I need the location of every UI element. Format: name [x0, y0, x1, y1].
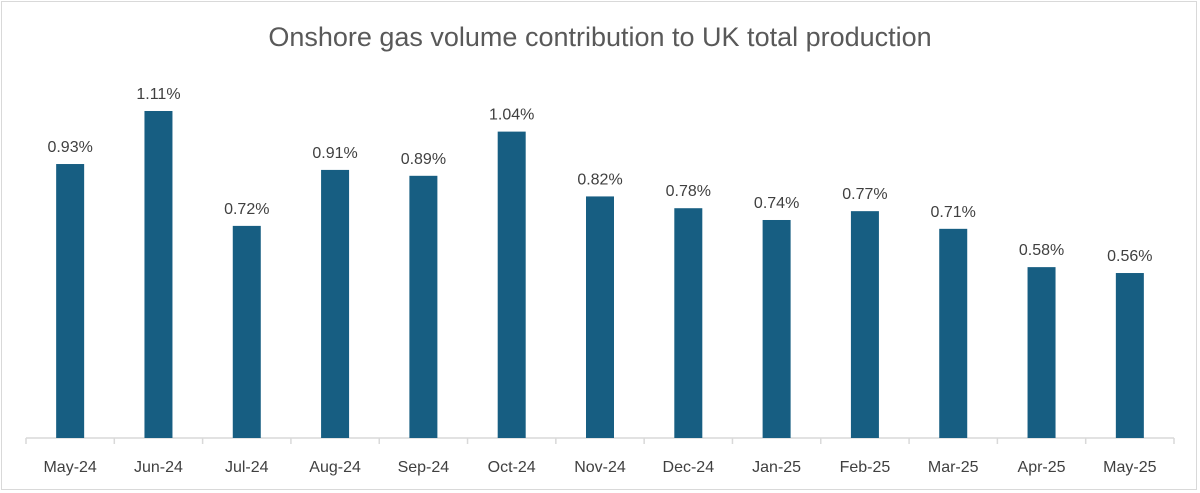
- x-tick-label: May-25: [1103, 459, 1156, 476]
- x-tick-label: Jun-24: [134, 459, 183, 476]
- bar-sep-24: [409, 175, 438, 438]
- data-label: 0.77%: [842, 186, 887, 203]
- x-tick-label: Apr-25: [1018, 459, 1066, 476]
- bar-apr-25: [1027, 267, 1056, 438]
- x-tick-label: Feb-25: [840, 459, 891, 476]
- x-tick-label: Jul-24: [225, 459, 269, 476]
- data-label: 0.89%: [401, 151, 446, 168]
- x-tick-label: May-24: [43, 459, 96, 476]
- x-tick-label: Oct-24: [488, 459, 536, 476]
- bar-aug-24: [321, 169, 350, 438]
- data-label: 1.11%: [136, 86, 180, 103]
- x-tick-label: Mar-25: [928, 459, 979, 476]
- data-label: 0.74%: [754, 195, 799, 212]
- bar-jan-25: [762, 219, 791, 438]
- data-label: 1.04%: [489, 107, 534, 124]
- bar-oct-24: [497, 131, 526, 438]
- data-label: 0.78%: [666, 183, 711, 200]
- data-label: 0.72%: [224, 201, 269, 218]
- bar-jun-24: [144, 110, 173, 438]
- bar-jul-24: [232, 225, 261, 438]
- x-tick-label: Aug-24: [309, 459, 361, 476]
- x-tick-label: Nov-24: [574, 459, 626, 476]
- x-tick-label: Dec-24: [663, 459, 715, 476]
- x-tick-label: Jan-25: [752, 459, 801, 476]
- data-label: 0.82%: [577, 171, 622, 188]
- bar-dec-24: [674, 208, 703, 438]
- data-label: 0.58%: [1019, 242, 1064, 259]
- data-label: 0.71%: [931, 204, 976, 221]
- chart-title: Onshore gas volume contribution to UK to…: [268, 22, 932, 52]
- data-label: 0.91%: [312, 145, 357, 162]
- bar-feb-25: [850, 211, 879, 438]
- bar-may-25: [1115, 273, 1144, 438]
- bar-mar-25: [939, 228, 968, 438]
- bar-may-24: [56, 164, 85, 438]
- data-label: 0.93%: [47, 139, 92, 156]
- data-label: 0.56%: [1107, 248, 1152, 265]
- x-tick-label: Sep-24: [398, 459, 450, 476]
- bar-nov-24: [586, 196, 614, 438]
